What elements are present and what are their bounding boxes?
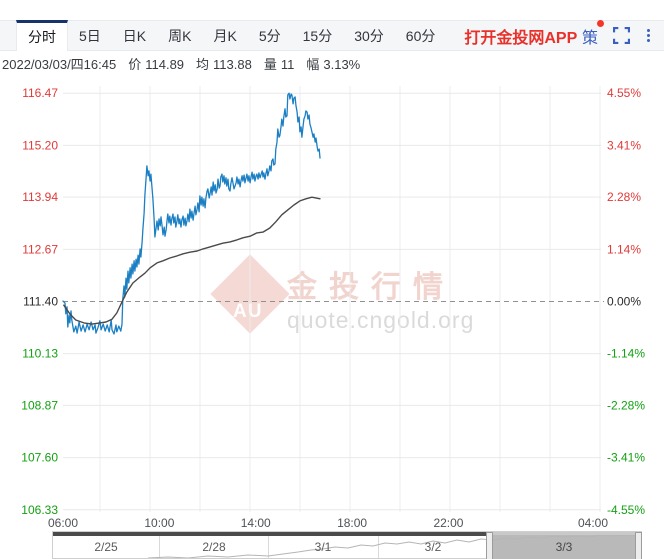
tab-5分[interactable]: 5分	[258, 27, 281, 44]
y-axis-label-left: 116.47	[22, 86, 58, 100]
y-axis-label-right: 0.00%	[607, 295, 641, 309]
toolbar-icons: 策	[581, 19, 664, 50]
fullscreen-icon[interactable]	[613, 27, 630, 44]
y-axis-label-right: -3.41%	[607, 451, 645, 465]
x-axis-label: 04:00	[578, 516, 608, 530]
tab-周K[interactable]: 周K	[168, 27, 192, 44]
y-axis-label-right: 4.55%	[607, 86, 641, 100]
navigator-divider	[159, 532, 160, 558]
navigator-scrollbar-thumb[interactable]	[489, 532, 639, 535]
watermark-brand: 金投行情	[287, 271, 455, 304]
y-axis-label-right: 2.28%	[607, 190, 641, 204]
average-line	[63, 196, 321, 325]
tab-分时[interactable]: 分时	[16, 20, 68, 51]
y-axis-label-left: 110.13	[22, 347, 58, 361]
y-axis-label-left: 115.20	[22, 138, 58, 152]
navigator-date-3/3[interactable]: 3/3	[555, 540, 573, 554]
tab-30分[interactable]: 30分	[354, 27, 384, 44]
strategy-button[interactable]: 策	[581, 19, 604, 48]
tab-5日[interactable]: 5日	[79, 27, 101, 44]
navigator-divider	[268, 532, 269, 558]
open-app-link[interactable]: 打开金投网APP	[464, 29, 578, 47]
date-range-navigator[interactable]: 2/25 2/28 3/1 3/2 3/3	[52, 531, 642, 559]
y-axis-label-right: -2.28%	[607, 398, 645, 412]
x-axis-label: 14:00	[241, 516, 271, 530]
tab-日K[interactable]: 日K	[122, 27, 147, 44]
y-axis-label-right: 1.14%	[607, 242, 641, 256]
watermark-url: quote.cngold.org	[287, 307, 475, 333]
y-axis-label-left: 112.67	[22, 242, 58, 256]
y-axis-label-left: 111.40	[23, 295, 58, 309]
y-axis-label-left: 108.87	[21, 398, 58, 412]
y-axis-label-right: 3.41%	[607, 138, 641, 152]
price-line	[62, 92, 321, 335]
quote-info-line: 2022/03/03/四16:45 价 114.89 均 113.88 量 11 幅 3.13…	[2, 54, 360, 73]
y-axis-label-right: -4.55%	[607, 503, 645, 517]
y-axis-label-left: 107.60	[21, 451, 58, 465]
x-axis-label: 22:00	[433, 516, 463, 530]
more-menu-icon[interactable]	[645, 27, 652, 44]
info-field-幅: 幅 3.13%	[306, 57, 361, 72]
navigator-date-2/25[interactable]: 2/25	[94, 540, 118, 554]
navigator-date-3/1[interactable]: 3/1	[314, 540, 332, 554]
info-field-量: 量 11	[263, 57, 295, 72]
y-axis-label-right: -1.14%	[607, 347, 645, 361]
tab-15分[interactable]: 15分	[302, 27, 333, 44]
info-field-均: 均 113.88	[196, 57, 252, 72]
intraday-chart-canvas[interactable]: 116.47 4.55% 115.20 3.41% 113.94 2.28% 112.67 1…	[0, 0, 664, 531]
y-axis-label-left: 113.94	[22, 190, 58, 204]
tab-list: 分时 5日 日K 周K 月K 5分 15分 30分 60分	[16, 20, 446, 51]
notification-dot	[597, 19, 604, 27]
navigator-date-3/2[interactable]: 3/2	[424, 540, 442, 554]
tab-60分[interactable]: 60分	[405, 27, 436, 44]
quote-datetime: 2022/03/03/四16:45	[2, 57, 117, 72]
strategy-label: 策	[581, 29, 598, 47]
gold-au-logo-text: AU	[233, 301, 263, 322]
y-axis-label-left: 106.33	[21, 503, 58, 517]
x-axis-label: 18:00	[337, 516, 367, 530]
info-fields: 价 114.89 均 113.88 量 11 幅 3.13%	[128, 54, 360, 73]
x-axis-label: 06:00	[48, 516, 78, 530]
navigator-handle-left[interactable]	[486, 532, 493, 559]
info-field-价: 价 114.89	[128, 57, 185, 72]
navigator-sparkline	[147, 534, 638, 558]
navigator-date-2/28[interactable]: 2/28	[202, 540, 226, 554]
navigator-scrollbar-track[interactable]	[53, 532, 489, 536]
navigator-handle-right[interactable]	[635, 532, 642, 559]
tab-月K[interactable]: 月K	[213, 27, 237, 44]
period-tabbar: 分时 5日 日K 周K 月K 5分 15分 30分 60分 打开金投网APP 策	[0, 19, 664, 51]
x-axis-label: 10:00	[144, 516, 174, 530]
